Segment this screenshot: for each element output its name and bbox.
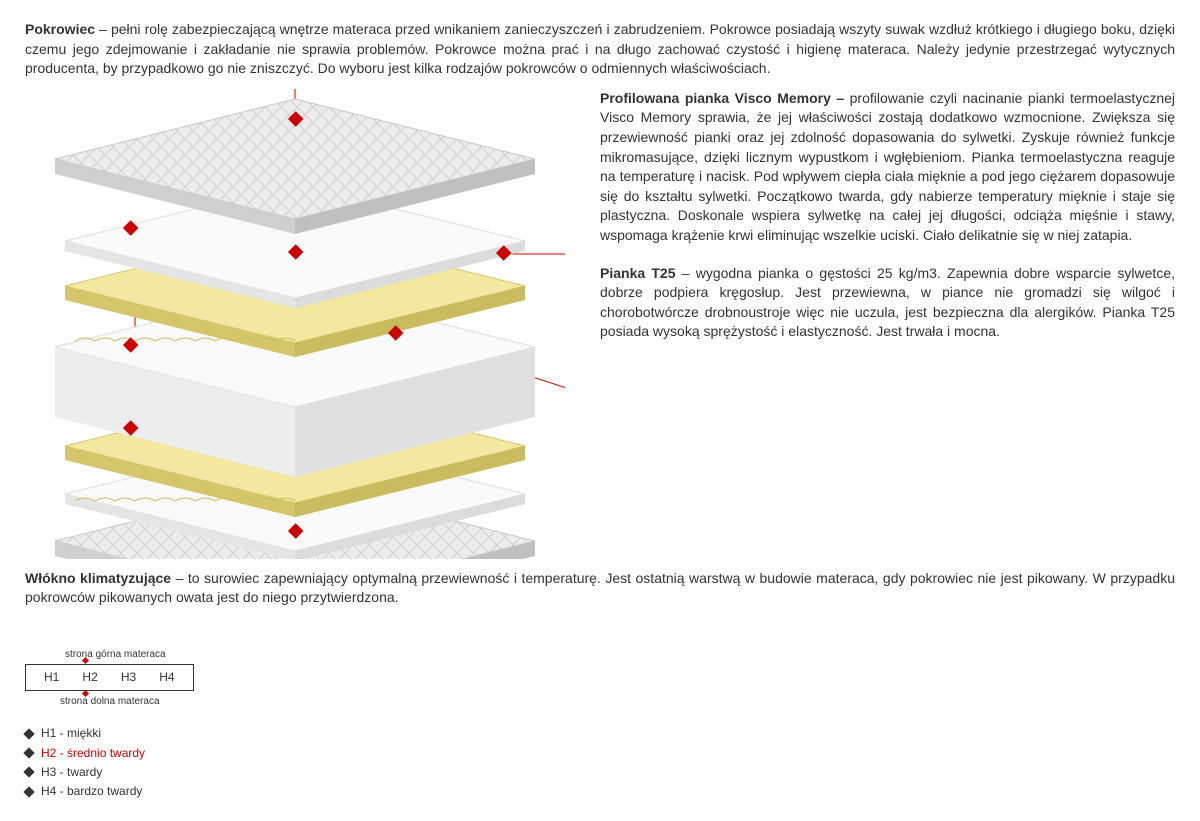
diamond-icon <box>23 728 34 739</box>
legend-top-label: strona górna materaca <box>65 648 1175 662</box>
t25-paragraph: Pianka T25 – wygodna pianka o gęstości 2… <box>600 264 1175 342</box>
pokrowiec-section: Pokrowiec – pełni rolę zabezpieczającą w… <box>25 20 1175 79</box>
legend-item-h1: H1 - miękki <box>25 724 1175 743</box>
diamond-icon <box>23 786 34 797</box>
pokrowiec-paragraph: Pokrowiec – pełni rolę zabezpieczającą w… <box>25 20 1175 79</box>
hardness-legend: strona górna materaca H1 H2 H3 H4 strona… <box>25 648 1175 801</box>
diamond-icon <box>23 767 34 778</box>
visco-text: profilowanie czyli nacinanie pianki term… <box>600 90 1175 243</box>
legend-cell-h1: H1 <box>34 669 69 686</box>
legend-item-text: H2 - średnio twardy <box>41 744 145 763</box>
wlokno-label: Włókno klimatyzujące <box>25 570 171 586</box>
pokrowiec-label: Pokrowiec <box>25 21 95 37</box>
t25-label: Pianka T25 <box>600 265 675 281</box>
legend-bottom-label: strona dolna materaca <box>60 695 1175 709</box>
legend-cell-h2: H2 <box>72 669 107 686</box>
text-column: Profilowana pianka Visco Memory – profil… <box>600 89 1175 559</box>
legend-item-h2: H2 - średnio twardy <box>25 744 1175 763</box>
diagram-column <box>25 89 585 559</box>
wlokno-text: – to surowiec zapewniający optymalną prz… <box>25 570 1175 606</box>
legend-cell-h3: H3 <box>111 669 146 686</box>
visco-paragraph: Profilowana pianka Visco Memory – profil… <box>600 89 1175 246</box>
legend-item-text: H4 - bardzo twardy <box>41 782 142 801</box>
wlokno-paragraph: Włókno klimatyzujące – to surowiec zapew… <box>25 569 1175 608</box>
legend-cell-h4: H4 <box>149 669 184 686</box>
diamond-icon <box>23 747 34 758</box>
legend-item-h4: H4 - bardzo twardy <box>25 782 1175 801</box>
t25-text: – wygodna pianka o gęstości 25 kg/m3. Za… <box>600 265 1175 340</box>
middle-section: Profilowana pianka Visco Memory – profil… <box>25 89 1175 559</box>
legend-box: H1 H2 H3 H4 <box>25 664 194 691</box>
wlokno-section: Włókno klimatyzujące – to surowiec zapew… <box>25 569 1175 608</box>
legend-list: H1 - miękki H2 - średnio twardy H3 - twa… <box>25 724 1175 801</box>
legend-item-text: H1 - miękki <box>41 724 101 743</box>
visco-label: Profilowana pianka Visco Memory – <box>600 90 844 106</box>
mattress-exploded-diagram <box>25 89 565 559</box>
pokrowiec-text: – pełni rolę zabezpieczającą wnętrze mat… <box>25 21 1175 76</box>
mattress-svg <box>25 89 565 559</box>
